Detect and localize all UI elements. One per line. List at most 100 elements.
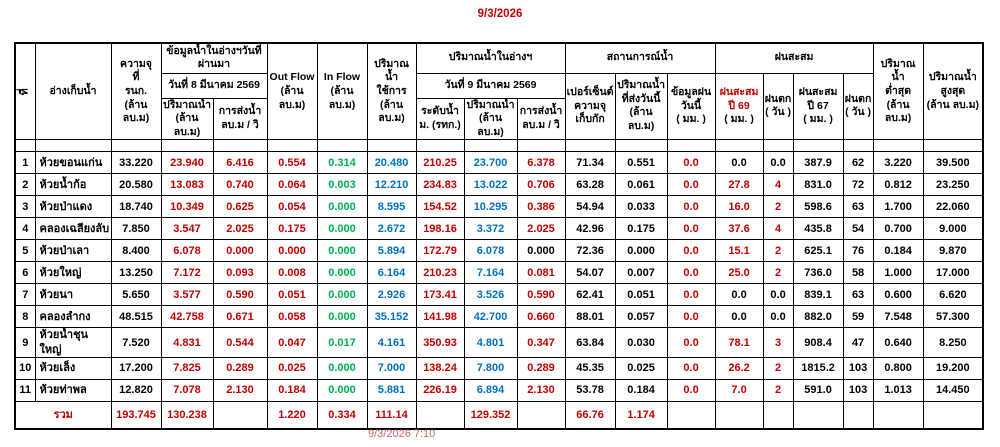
- table-cell: 12.210: [366, 173, 417, 197]
- table-cell: 0.000: [316, 357, 368, 381]
- table-cell: 0.706: [516, 173, 566, 197]
- row-number-cell: 3: [14, 195, 36, 219]
- table-cell: 0.0: [666, 173, 716, 197]
- total-value-cell: 66.76: [564, 401, 616, 430]
- table-cell: 0.051: [614, 283, 668, 307]
- header-prev-discharge: การส่งน้ำ ลบ.ม / วิ: [212, 97, 268, 141]
- table-cell: 37.6: [714, 217, 764, 241]
- table-cell: 598.6: [792, 195, 844, 219]
- total-value-cell: [714, 401, 764, 430]
- table-cell: 54: [842, 217, 874, 241]
- spacer-cell: [872, 139, 924, 153]
- header-reservoir: อ่างเก็บน้ำ: [34, 42, 112, 141]
- table-cell: 35.152: [366, 305, 417, 329]
- spacer-cell: [564, 139, 616, 153]
- table-cell: 0.347: [516, 327, 566, 359]
- table-cell: 14.450: [922, 379, 984, 403]
- table-cell: 0.0: [714, 305, 764, 329]
- spacer-cell: [160, 139, 214, 153]
- table-cell: 63.84: [564, 327, 616, 359]
- spacer-row: [14, 139, 984, 153]
- table-cell: 47: [842, 327, 874, 359]
- table-cell: 0.025: [614, 357, 668, 381]
- total-value-cell: [842, 401, 874, 430]
- table-row: 4 คลองเฉลียงลับ 7.850 3.547 2.025 0.175 0.000 2…: [14, 217, 984, 241]
- table-cell: 6.164: [366, 261, 417, 285]
- table-cell: 0.184: [614, 379, 668, 403]
- table-row: 7 ห้วยนา 5.650 3.577 0.590 0.051 0.000 2.926 173…: [14, 283, 984, 307]
- reservoir-name-cell: ห้วยขอนแก่น: [34, 151, 112, 175]
- table-cell: 0.007: [614, 261, 668, 285]
- table-cell: 736.0: [792, 261, 844, 285]
- total-value-cell: 111.14: [366, 401, 417, 430]
- table-cell: 53.78: [564, 379, 616, 403]
- total-value-cell: [792, 401, 844, 430]
- reservoir-name-cell: คลองลำกง: [34, 305, 112, 329]
- table-cell: 57.300: [922, 305, 984, 329]
- table-cell: 63: [842, 195, 874, 219]
- row-number-cell: 6: [14, 261, 36, 285]
- table-cell: 6.620: [922, 283, 984, 307]
- total-value-cell: 129.352: [463, 401, 518, 430]
- spacer-cell: [212, 139, 268, 153]
- table-cell: 3.526: [463, 283, 518, 307]
- table-cell: 7.520: [110, 327, 162, 359]
- table-cell: 3.372: [463, 217, 518, 241]
- table-cell: 42.700: [463, 305, 518, 329]
- spacer-cell: [366, 139, 417, 153]
- table-cell: 0.0: [666, 151, 716, 175]
- table-cell: 0.000: [316, 305, 368, 329]
- table-cell: 0.000: [316, 261, 368, 285]
- table-cell: 0.000: [316, 283, 368, 307]
- total-value-cell: 0.334: [316, 401, 368, 430]
- row-number-cell: 4: [14, 217, 36, 241]
- table-cell: 0.175: [266, 217, 318, 241]
- table-cell: 1.000: [872, 261, 924, 285]
- table-body: 1 ห้วยขอนแก่น 33.220 23.940 6.416 0.554 0.314 2…: [14, 139, 984, 430]
- table-cell: 839.1: [792, 283, 844, 307]
- table-cell: 71.34: [564, 151, 616, 175]
- reservoir-name-cell: ห้วยป่าเลา: [34, 239, 112, 263]
- row-number-cell: 2: [14, 173, 36, 197]
- table-cell: 6.078: [160, 239, 214, 263]
- header-usable-volume: ปริมาณน้ำ ใช้การ (ล้าน ลบ.ม): [366, 42, 417, 141]
- spacer-cell: [762, 139, 794, 153]
- table-row: 9 ห้วยน้ำชุนใหญ่ 7.520 4.831 0.544 0.047 0.017…: [14, 327, 984, 359]
- table-cell: 172.79: [415, 239, 465, 263]
- table-cell: 7.000: [366, 357, 417, 381]
- table-row: 6 ห้วยใหญ่ 13.250 7.172 0.093 0.008 0.000 6.164…: [14, 261, 984, 285]
- header-today-discharge: การส่งน้ำ ลบ.ม / วิ: [516, 97, 566, 141]
- footer-timestamp: 9/3/2026 7:10: [368, 428, 436, 440]
- table-cell: 42.96: [564, 217, 616, 241]
- table-cell: 0.590: [516, 283, 566, 307]
- table-cell: 226.19: [415, 379, 465, 403]
- table-cell: 0.000: [614, 239, 668, 263]
- table-row: 3 ห้วยป่าแดง 18.740 10.349 0.625 0.054 0.000 8.…: [14, 195, 984, 219]
- report-date-title: 9/3/2026: [477, 8, 523, 20]
- reservoir-table: ที่ อ่างเก็บน้ำ ความจุ ที่ รนก. (ล้าน ลบ…: [14, 42, 985, 430]
- table-cell: 0.000: [316, 217, 368, 241]
- table-cell: 72: [842, 173, 874, 197]
- table-cell: 0.184: [266, 379, 318, 403]
- table-cell: 13.083: [160, 173, 214, 197]
- table-cell: 2.130: [516, 379, 566, 403]
- table-cell: 0.017: [316, 327, 368, 359]
- table-cell: 0.064: [266, 173, 318, 197]
- table-cell: 0.800: [872, 357, 924, 381]
- table-cell: 0.0: [762, 305, 794, 329]
- table-cell: 62.41: [564, 283, 616, 307]
- table-cell: 27.8: [714, 173, 764, 197]
- table-cell: 0.000: [516, 239, 566, 263]
- table-cell: 0.0: [714, 283, 764, 307]
- table-cell: 59: [842, 305, 874, 329]
- reservoir-name-cell: ห้วยท่าพล: [34, 379, 112, 403]
- header-rain-days-69: ฝนตก ( วัน ): [762, 72, 794, 141]
- table-cell: 0.0: [666, 327, 716, 359]
- table-cell: 0.000: [316, 379, 368, 403]
- reservoir-name-cell: ห้วยนา: [34, 283, 112, 307]
- table-cell: 0.0: [762, 283, 794, 307]
- table-cell: 0.289: [212, 357, 268, 381]
- table-cell: 173.41: [415, 283, 465, 307]
- table-cell: 23.940: [160, 151, 214, 175]
- table-cell: 0.030: [614, 327, 668, 359]
